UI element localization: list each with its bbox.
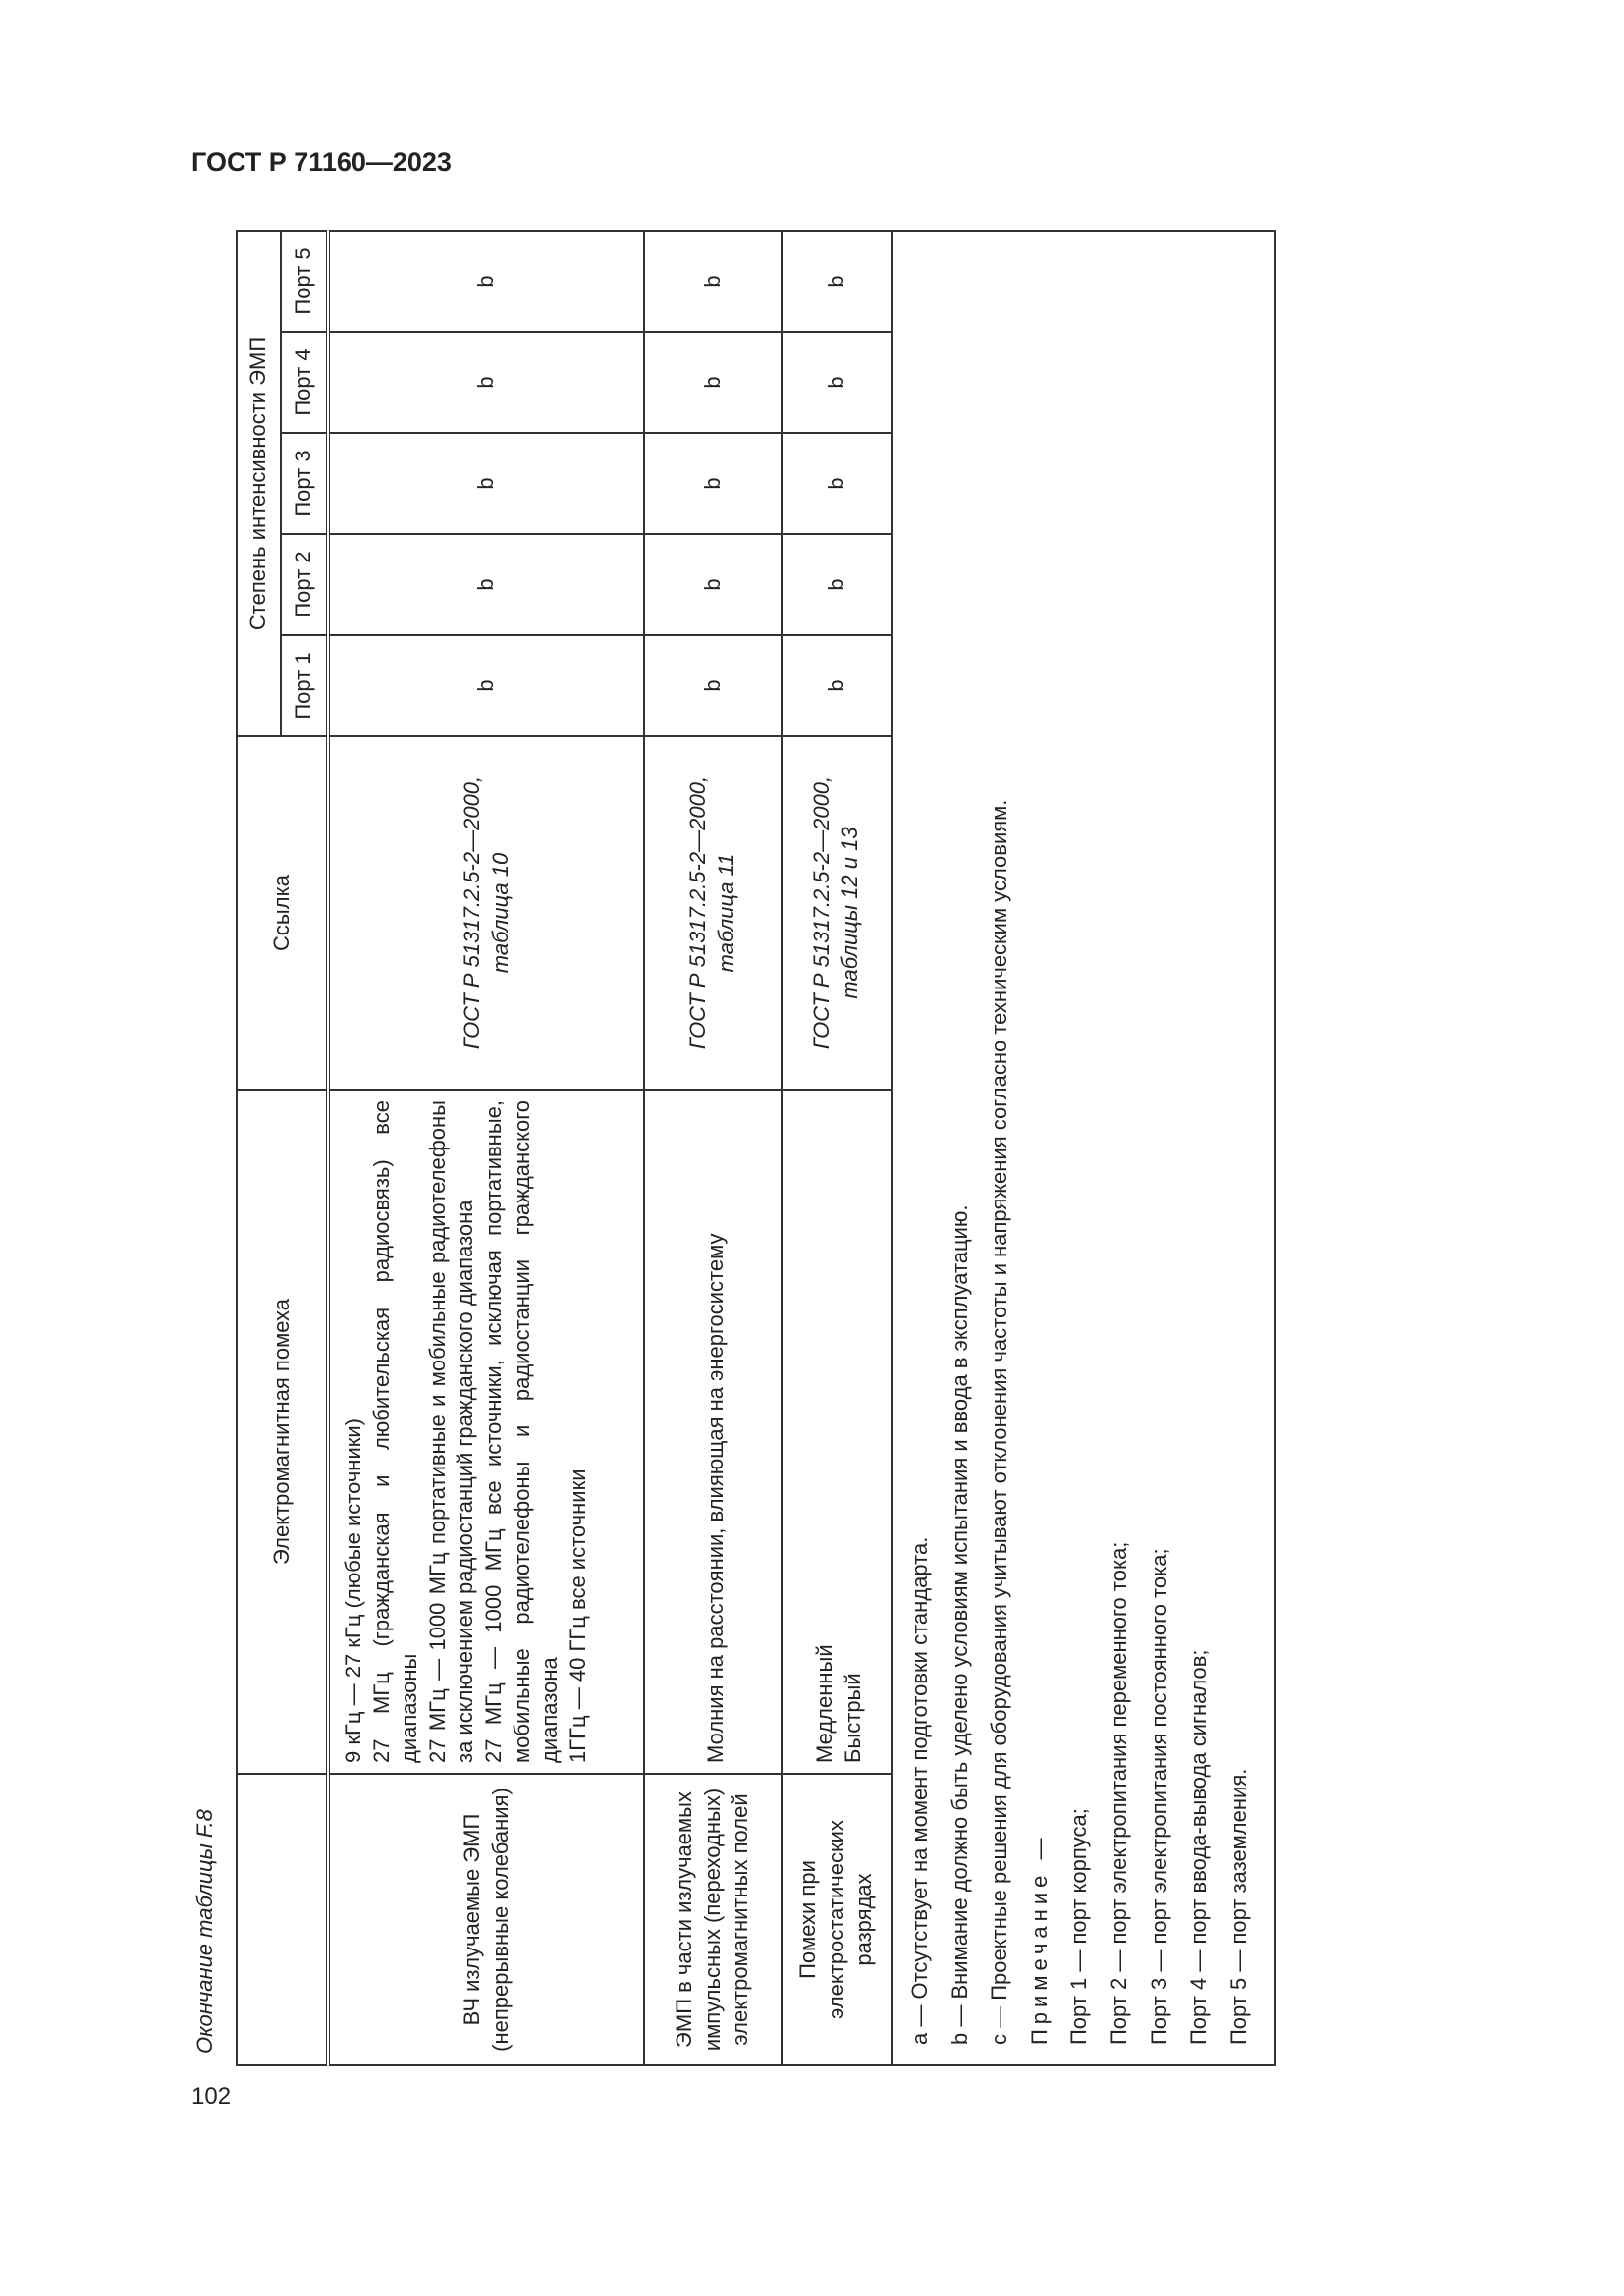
header-port-3: Порт 3 (281, 433, 328, 534)
description-line: 27 МГц (гражданская и любительская радио… (368, 1100, 422, 1763)
header-port-4: Порт 4 (281, 332, 328, 433)
description-line: Молния на расстоянии, влияющая на энерго… (702, 1233, 728, 1763)
row-description: Молния на расстоянии, влияющая на энерго… (644, 1090, 782, 1774)
header-port-2: Порт 2 (281, 534, 328, 635)
table-row: ЭМП в части излучаемых импульсных (перех… (644, 230, 782, 2065)
port-value: b (644, 332, 782, 433)
note-item: Порт 1 — порт корпуса; (1066, 1808, 1092, 2045)
description-line: 27 МГц — 1000 МГц портативные и мобильны… (424, 1100, 478, 1763)
note-item: Порт 2 — порт электропитания переменного… (1106, 1541, 1131, 2045)
port-value: b (782, 332, 892, 433)
note-item: Порт 5 — порт заземления. (1225, 1768, 1251, 2045)
footnote-c: c — Проектные решения для оборудования у… (987, 799, 1012, 2045)
port-value: b (782, 635, 892, 736)
table-continuation-caption: Окончание таблицы F.8 (192, 1809, 217, 2054)
notes-row: a — Отсутствует на момент подготовки ста… (892, 230, 1276, 2065)
row-description: 9 кГц — 27 кГц (любые источники) 27 МГц … (328, 1090, 644, 1774)
table-notes: a — Отсутствует на момент подготовки ста… (892, 230, 1276, 2065)
header-port-1: Порт 1 (281, 635, 328, 736)
note-label: Примечание — (1026, 1833, 1052, 2045)
port-value: b (328, 433, 644, 534)
port-value: b (644, 534, 782, 635)
rotated-table-container: Электромагнитная помеха Ссылка Степень и… (236, 230, 1276, 2066)
header-severity: Степень интенсивности ЭМП (237, 230, 281, 736)
port-value: b (644, 433, 782, 534)
header-interference: Электромагнитная помеха (237, 1090, 328, 1774)
table-row: ВЧ излучаемые ЭМП (непрерывные колебания… (328, 230, 644, 2065)
description-line: 1ГГц — 40 ГГц все источники (565, 1468, 590, 1763)
header-category (237, 1774, 328, 2065)
table-row: Помехи при электростатических разрядах М… (782, 230, 892, 2065)
description-line: Медленный (812, 1644, 838, 1763)
port-value: b (782, 534, 892, 635)
port-value: b (644, 230, 782, 332)
port-value: b (328, 230, 644, 332)
port-value: b (644, 635, 782, 736)
note-item: Порт 4 — порт ввода-вывода сигналов; (1186, 1649, 1212, 2045)
row-reference: ГОСТ Р 51317.2.5-2—2000, таблицы 12 и 13 (782, 736, 892, 1090)
header-reference: Ссылка (237, 736, 328, 1090)
row-reference: ГОСТ Р 51317.2.5-2—2000, таблица 11 (644, 736, 782, 1090)
description-line: Быстрый (840, 1673, 865, 1763)
footnote-b: b — Внимание должно быть уделено условия… (947, 1204, 972, 2045)
row-reference: ГОСТ Р 51317.2.5-2—2000, таблица 10 (328, 736, 644, 1090)
emp-table: Электромагнитная помеха Ссылка Степень и… (236, 230, 1276, 2066)
header-port-5: Порт 5 (281, 230, 328, 332)
document-id: ГОСТ Р 71160—2023 (191, 147, 452, 177)
page-number: 102 (191, 2083, 232, 2109)
port-value: b (782, 230, 892, 332)
port-value: b (328, 332, 644, 433)
description-line: 27 МГц — 1000 МГц все источники, исключа… (480, 1100, 563, 1763)
row-category: ВЧ излучаемые ЭМП (непрерывные колебания… (328, 1774, 644, 2065)
port-value: b (328, 635, 644, 736)
row-description: Медленный Быстрый (782, 1090, 892, 1774)
description-line: 9 кГц — 27 кГц (любые источники) (341, 1418, 365, 1763)
note-item: Порт 3 — порт электропитания постоянного… (1146, 1548, 1171, 2045)
port-value: b (782, 433, 892, 534)
port-value: b (328, 534, 644, 635)
footnote-a: a — Отсутствует на момент подготовки ста… (907, 1536, 932, 2045)
row-category: Помехи при электростатических разрядах (782, 1774, 892, 2065)
row-category: ЭМП в части излучаемых импульсных (перех… (644, 1774, 782, 2065)
